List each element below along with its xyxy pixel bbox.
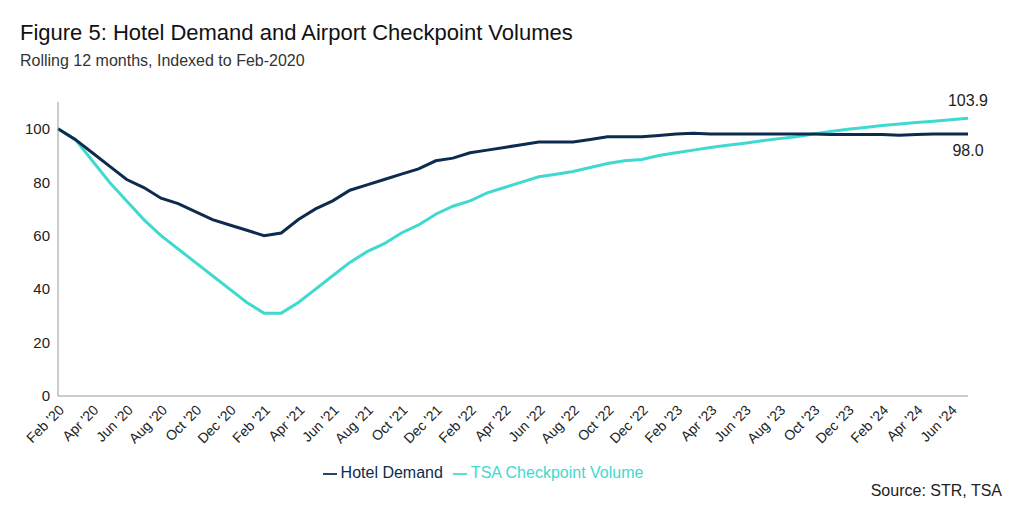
svg-text:Dec '23: Dec '23 bbox=[812, 402, 857, 447]
svg-text:Dec '21: Dec '21 bbox=[400, 402, 445, 447]
svg-text:Feb '24: Feb '24 bbox=[847, 402, 891, 446]
svg-text:Feb '20: Feb '20 bbox=[23, 402, 67, 446]
svg-text:Feb '21: Feb '21 bbox=[229, 402, 273, 446]
svg-text:Apr '23: Apr '23 bbox=[677, 402, 720, 445]
svg-text:Oct '21: Oct '21 bbox=[368, 401, 411, 445]
svg-text:Apr '21: Apr '21 bbox=[265, 402, 308, 445]
svg-text:Aug '22: Aug '22 bbox=[538, 402, 583, 447]
svg-text:Feb '23: Feb '23 bbox=[641, 402, 685, 446]
svg-text:Aug '23: Aug '23 bbox=[744, 402, 789, 447]
svg-text:Apr '20: Apr '20 bbox=[59, 402, 102, 445]
svg-text:Aug '20: Aug '20 bbox=[126, 402, 171, 447]
svg-text:Jun '21: Jun '21 bbox=[298, 401, 342, 445]
svg-text:60: 60 bbox=[33, 227, 50, 244]
svg-text:Jun '23: Jun '23 bbox=[711, 401, 754, 445]
svg-text:Dec '22: Dec '22 bbox=[606, 402, 651, 447]
svg-text:103.9: 103.9 bbox=[948, 92, 988, 109]
svg-text:100: 100 bbox=[25, 120, 50, 137]
html-text:Source: STR, TSA: Source: STR, TSA bbox=[870, 482, 1002, 499]
html-text:TSA Checkpoint Volume: TSA Checkpoint Volume bbox=[470, 464, 644, 481]
svg-text:Apr '24: Apr '24 bbox=[883, 402, 926, 445]
svg-text:40: 40 bbox=[33, 280, 50, 297]
svg-text:Jun '24: Jun '24 bbox=[917, 402, 960, 445]
svg-text:98.0: 98.0 bbox=[952, 142, 983, 159]
svg-text:Jun '22: Jun '22 bbox=[505, 401, 548, 445]
html-text:Hotel Demand: Hotel Demand bbox=[340, 464, 443, 481]
svg-text:0: 0 bbox=[42, 387, 50, 404]
html-text:Figure 5: Hotel Demand and Air: Figure 5: Hotel Demand and Airport Check… bbox=[20, 20, 573, 45]
svg-text:Apr '22: Apr '22 bbox=[471, 402, 514, 445]
html-text:Rolling 12 months, Indexed to: Rolling 12 months, Indexed to Feb-2020 bbox=[20, 52, 305, 69]
svg-text:Oct '23: Oct '23 bbox=[780, 401, 823, 445]
svg-text:Feb '22: Feb '22 bbox=[435, 402, 479, 446]
svg-text:Dec '20: Dec '20 bbox=[194, 402, 239, 447]
svg-text:20: 20 bbox=[33, 334, 50, 351]
svg-text:Aug '21: Aug '21 bbox=[332, 402, 377, 447]
svg-text:Oct '22: Oct '22 bbox=[574, 401, 617, 445]
svg-text:Jun '20: Jun '20 bbox=[92, 401, 136, 445]
svg-text:Oct '20: Oct '20 bbox=[162, 401, 205, 445]
svg-text:80: 80 bbox=[33, 174, 50, 191]
